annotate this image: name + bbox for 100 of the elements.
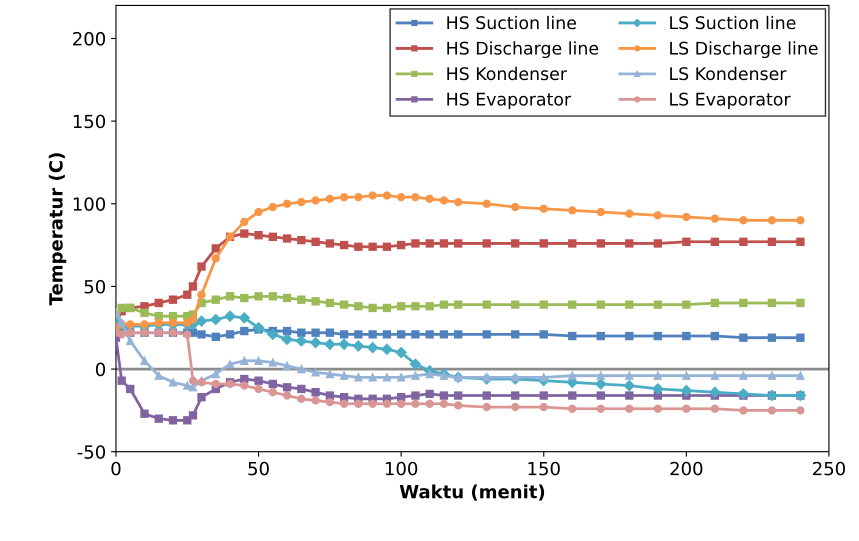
point bbox=[796, 334, 805, 342]
point bbox=[212, 370, 220, 378]
point bbox=[310, 337, 322, 348]
y-tick-label: 100 bbox=[74, 197, 106, 211]
point bbox=[426, 370, 434, 378]
point bbox=[354, 302, 363, 310]
point bbox=[768, 372, 776, 380]
point bbox=[311, 396, 320, 405]
point bbox=[154, 414, 163, 423]
point bbox=[396, 240, 406, 250]
point bbox=[240, 326, 248, 336]
point bbox=[197, 378, 206, 386]
point bbox=[625, 300, 634, 309]
point bbox=[595, 378, 606, 390]
point bbox=[654, 332, 662, 340]
point bbox=[282, 362, 292, 370]
point bbox=[511, 373, 520, 382]
point bbox=[282, 234, 292, 243]
legend-label: LS Kondenser bbox=[670, 66, 786, 80]
point bbox=[340, 240, 348, 250]
point bbox=[768, 298, 776, 308]
point bbox=[297, 236, 306, 244]
point bbox=[596, 391, 605, 400]
point bbox=[540, 300, 548, 309]
point bbox=[768, 334, 776, 342]
point bbox=[738, 388, 749, 400]
point bbox=[540, 239, 548, 248]
point bbox=[682, 212, 691, 222]
point bbox=[596, 239, 605, 248]
point bbox=[511, 202, 520, 212]
point bbox=[680, 384, 692, 396]
point bbox=[796, 238, 805, 246]
point bbox=[297, 384, 306, 394]
point bbox=[297, 364, 306, 374]
point bbox=[440, 400, 448, 408]
point bbox=[340, 393, 348, 402]
point bbox=[254, 356, 263, 365]
point bbox=[654, 211, 662, 220]
point bbox=[739, 334, 748, 342]
point bbox=[454, 330, 462, 339]
point bbox=[311, 196, 320, 205]
point bbox=[596, 332, 605, 340]
point bbox=[568, 391, 576, 400]
point bbox=[540, 391, 548, 400]
point bbox=[197, 262, 206, 271]
point bbox=[396, 393, 406, 402]
point bbox=[709, 386, 720, 398]
x-tick-label: 50 bbox=[248, 462, 269, 476]
point bbox=[212, 244, 220, 253]
point bbox=[382, 304, 392, 312]
point bbox=[796, 406, 805, 415]
point bbox=[411, 302, 420, 310]
point bbox=[426, 239, 434, 248]
point bbox=[396, 192, 406, 202]
point bbox=[411, 239, 420, 248]
point bbox=[140, 410, 149, 418]
point bbox=[596, 208, 605, 216]
point bbox=[654, 300, 662, 309]
point bbox=[710, 332, 720, 340]
point bbox=[426, 194, 434, 203]
point bbox=[568, 239, 576, 248]
point bbox=[326, 370, 334, 378]
point bbox=[440, 391, 448, 400]
point bbox=[188, 411, 198, 420]
point bbox=[140, 320, 149, 329]
point bbox=[282, 383, 292, 392]
point bbox=[140, 308, 149, 318]
point bbox=[140, 356, 149, 365]
y-tick-label: 200 bbox=[73, 32, 106, 46]
point bbox=[540, 330, 548, 339]
point bbox=[267, 328, 278, 340]
point bbox=[682, 238, 691, 246]
point bbox=[454, 239, 462, 248]
point bbox=[682, 404, 691, 413]
point bbox=[625, 332, 634, 340]
point bbox=[710, 372, 720, 380]
point bbox=[381, 344, 392, 355]
x-tick-label: 150 bbox=[528, 462, 560, 476]
point bbox=[454, 401, 462, 410]
point bbox=[268, 380, 277, 388]
point bbox=[254, 376, 263, 385]
point bbox=[654, 239, 662, 248]
point bbox=[710, 404, 720, 413]
point bbox=[540, 402, 548, 412]
x-tick-label: 250 bbox=[813, 462, 845, 476]
point bbox=[354, 192, 363, 202]
point bbox=[168, 416, 178, 424]
point bbox=[368, 242, 377, 251]
point bbox=[183, 416, 192, 424]
point bbox=[254, 208, 263, 216]
point bbox=[197, 290, 206, 299]
point bbox=[426, 302, 434, 310]
point bbox=[482, 391, 491, 400]
legend-label: LS Discharge line bbox=[670, 41, 818, 58]
x-axis-title: Waktu (menit) bbox=[400, 484, 544, 501]
point bbox=[654, 404, 662, 413]
point bbox=[118, 304, 126, 312]
point bbox=[340, 330, 348, 339]
point bbox=[511, 330, 520, 339]
point bbox=[596, 404, 605, 413]
